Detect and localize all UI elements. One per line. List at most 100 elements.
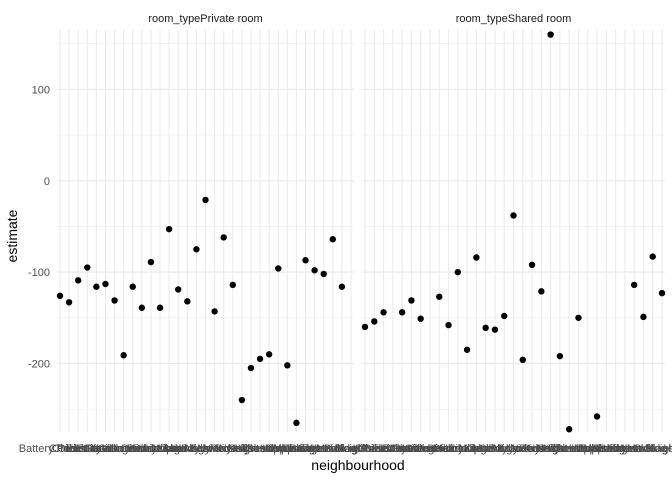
data-point — [129, 283, 136, 290]
x-tick-label: Midtown — [493, 443, 534, 455]
x-tick-label: Financial District — [380, 443, 461, 455]
data-point — [454, 268, 462, 276]
data-point — [302, 257, 309, 264]
data-point — [56, 292, 64, 300]
x-tick-label: Lower East Side — [464, 443, 544, 455]
x-tick-label: Morningside Heights — [473, 443, 574, 455]
x-tick-label: Theater District — [550, 443, 625, 455]
x-tick-label: SoHo — [555, 443, 583, 455]
data-point — [147, 258, 155, 266]
data-point — [193, 246, 200, 253]
x-tick-label: NoHo — [527, 443, 555, 455]
data-point — [65, 299, 73, 306]
data-point — [256, 355, 264, 363]
data-point — [538, 288, 545, 295]
data-point — [658, 289, 666, 297]
data-point — [265, 351, 273, 358]
x-tick-label: Murray Hill — [197, 443, 250, 455]
data-point — [247, 364, 255, 372]
x-tick-label: Midtown — [185, 443, 226, 455]
data-point — [547, 31, 554, 38]
data-point — [380, 309, 387, 316]
x-tick-label: Inwood — [151, 443, 186, 455]
x-tick-label: SoHo — [246, 443, 274, 455]
data-point — [111, 297, 118, 304]
x-tick-label: Chelsea — [49, 443, 90, 455]
data-point — [184, 298, 191, 305]
x-tick-label: Hell's Kitchen — [127, 443, 193, 455]
x-tick-label: Stuyvesant Town — [537, 443, 620, 455]
x-tick-label: Civic Center — [57, 443, 117, 455]
x-tick-label: Chelsea — [354, 443, 395, 455]
x-tick-label: Hell's Kitchen — [434, 443, 500, 455]
x-tick-label: Upper East Side — [576, 443, 656, 455]
y-tick-label: -100 — [28, 267, 50, 279]
data-point — [519, 356, 526, 364]
x-tick-label: Washington Heights — [275, 443, 374, 455]
panel-strip-label: room_typePrivate room — [148, 13, 262, 25]
x-tick-label: NoHo — [219, 443, 247, 455]
x-tick-label: Battery Park City — [324, 443, 407, 455]
x-tick-label: Two Bridges — [576, 443, 637, 455]
data-point — [165, 225, 173, 233]
data-point — [649, 253, 656, 260]
x-tick-label: West Village — [302, 443, 363, 455]
data-point — [93, 283, 100, 290]
x-tick-label: Harlem — [440, 443, 475, 455]
data-point — [501, 312, 508, 320]
data-point — [284, 362, 291, 369]
data-point — [120, 352, 127, 359]
y-tick-label: 0 — [44, 176, 50, 188]
data-point — [238, 396, 246, 404]
data-point — [74, 277, 82, 284]
data-point — [338, 283, 346, 290]
y-axis-title: estimate — [4, 209, 20, 262]
data-point — [156, 304, 164, 311]
data-point — [398, 309, 406, 316]
x-tick-label: Chinatown — [52, 443, 104, 455]
x-tick-label: Morningside Heights — [164, 443, 265, 455]
data-point — [175, 286, 182, 293]
data-point — [211, 308, 218, 315]
data-point — [371, 318, 378, 325]
panel-1: room_typePrivate room Battery Park CityCh… — [19, 13, 373, 455]
data-point — [436, 293, 443, 300]
data-point — [473, 254, 480, 261]
data-point — [361, 323, 369, 331]
data-point — [138, 304, 146, 311]
x-tick-label: Nolita — [537, 443, 566, 455]
x-tick-label: Upper West Side — [273, 443, 356, 455]
x-tick-label: Marble Hill — [316, 443, 368, 455]
x-tick-label: Flatiron District — [87, 443, 160, 455]
data-point — [528, 261, 536, 269]
data-point — [84, 264, 91, 271]
x-tick-label: Financial District — [74, 443, 155, 455]
data-point — [482, 324, 489, 332]
x-tick-label: Little Italy — [472, 443, 519, 455]
data-point — [102, 280, 109, 288]
x-tick-label: East Harlem — [372, 443, 433, 455]
data-point — [329, 236, 337, 243]
data-point — [593, 413, 601, 420]
data-point — [510, 212, 517, 219]
x-tick-label: Roosevelt Island — [210, 443, 291, 455]
x-tick-label: Civic Center — [363, 443, 423, 455]
x-tick-label: Chinatown — [358, 443, 410, 455]
x-tick-label: Kips Bay — [157, 443, 201, 455]
x-axis-title: neighbourhood — [311, 457, 404, 473]
data-point — [630, 281, 638, 289]
data-point — [463, 346, 471, 353]
x-tick-label: Stuyvesant Town — [228, 443, 311, 455]
data-point — [220, 234, 227, 241]
data-point — [229, 281, 236, 289]
x-tick-label: Kips Bay — [464, 443, 508, 455]
data-point — [408, 297, 415, 304]
x-tick-label: Murray Hill — [506, 443, 559, 455]
x-tick-label: Battery Park City — [19, 443, 102, 455]
x-tick-label: Marble Hill — [627, 443, 672, 455]
x-tick-label: Gramercy — [415, 443, 464, 455]
x-tick-label: Harlem — [133, 443, 168, 455]
data-point — [445, 321, 452, 329]
data-point — [640, 313, 647, 321]
